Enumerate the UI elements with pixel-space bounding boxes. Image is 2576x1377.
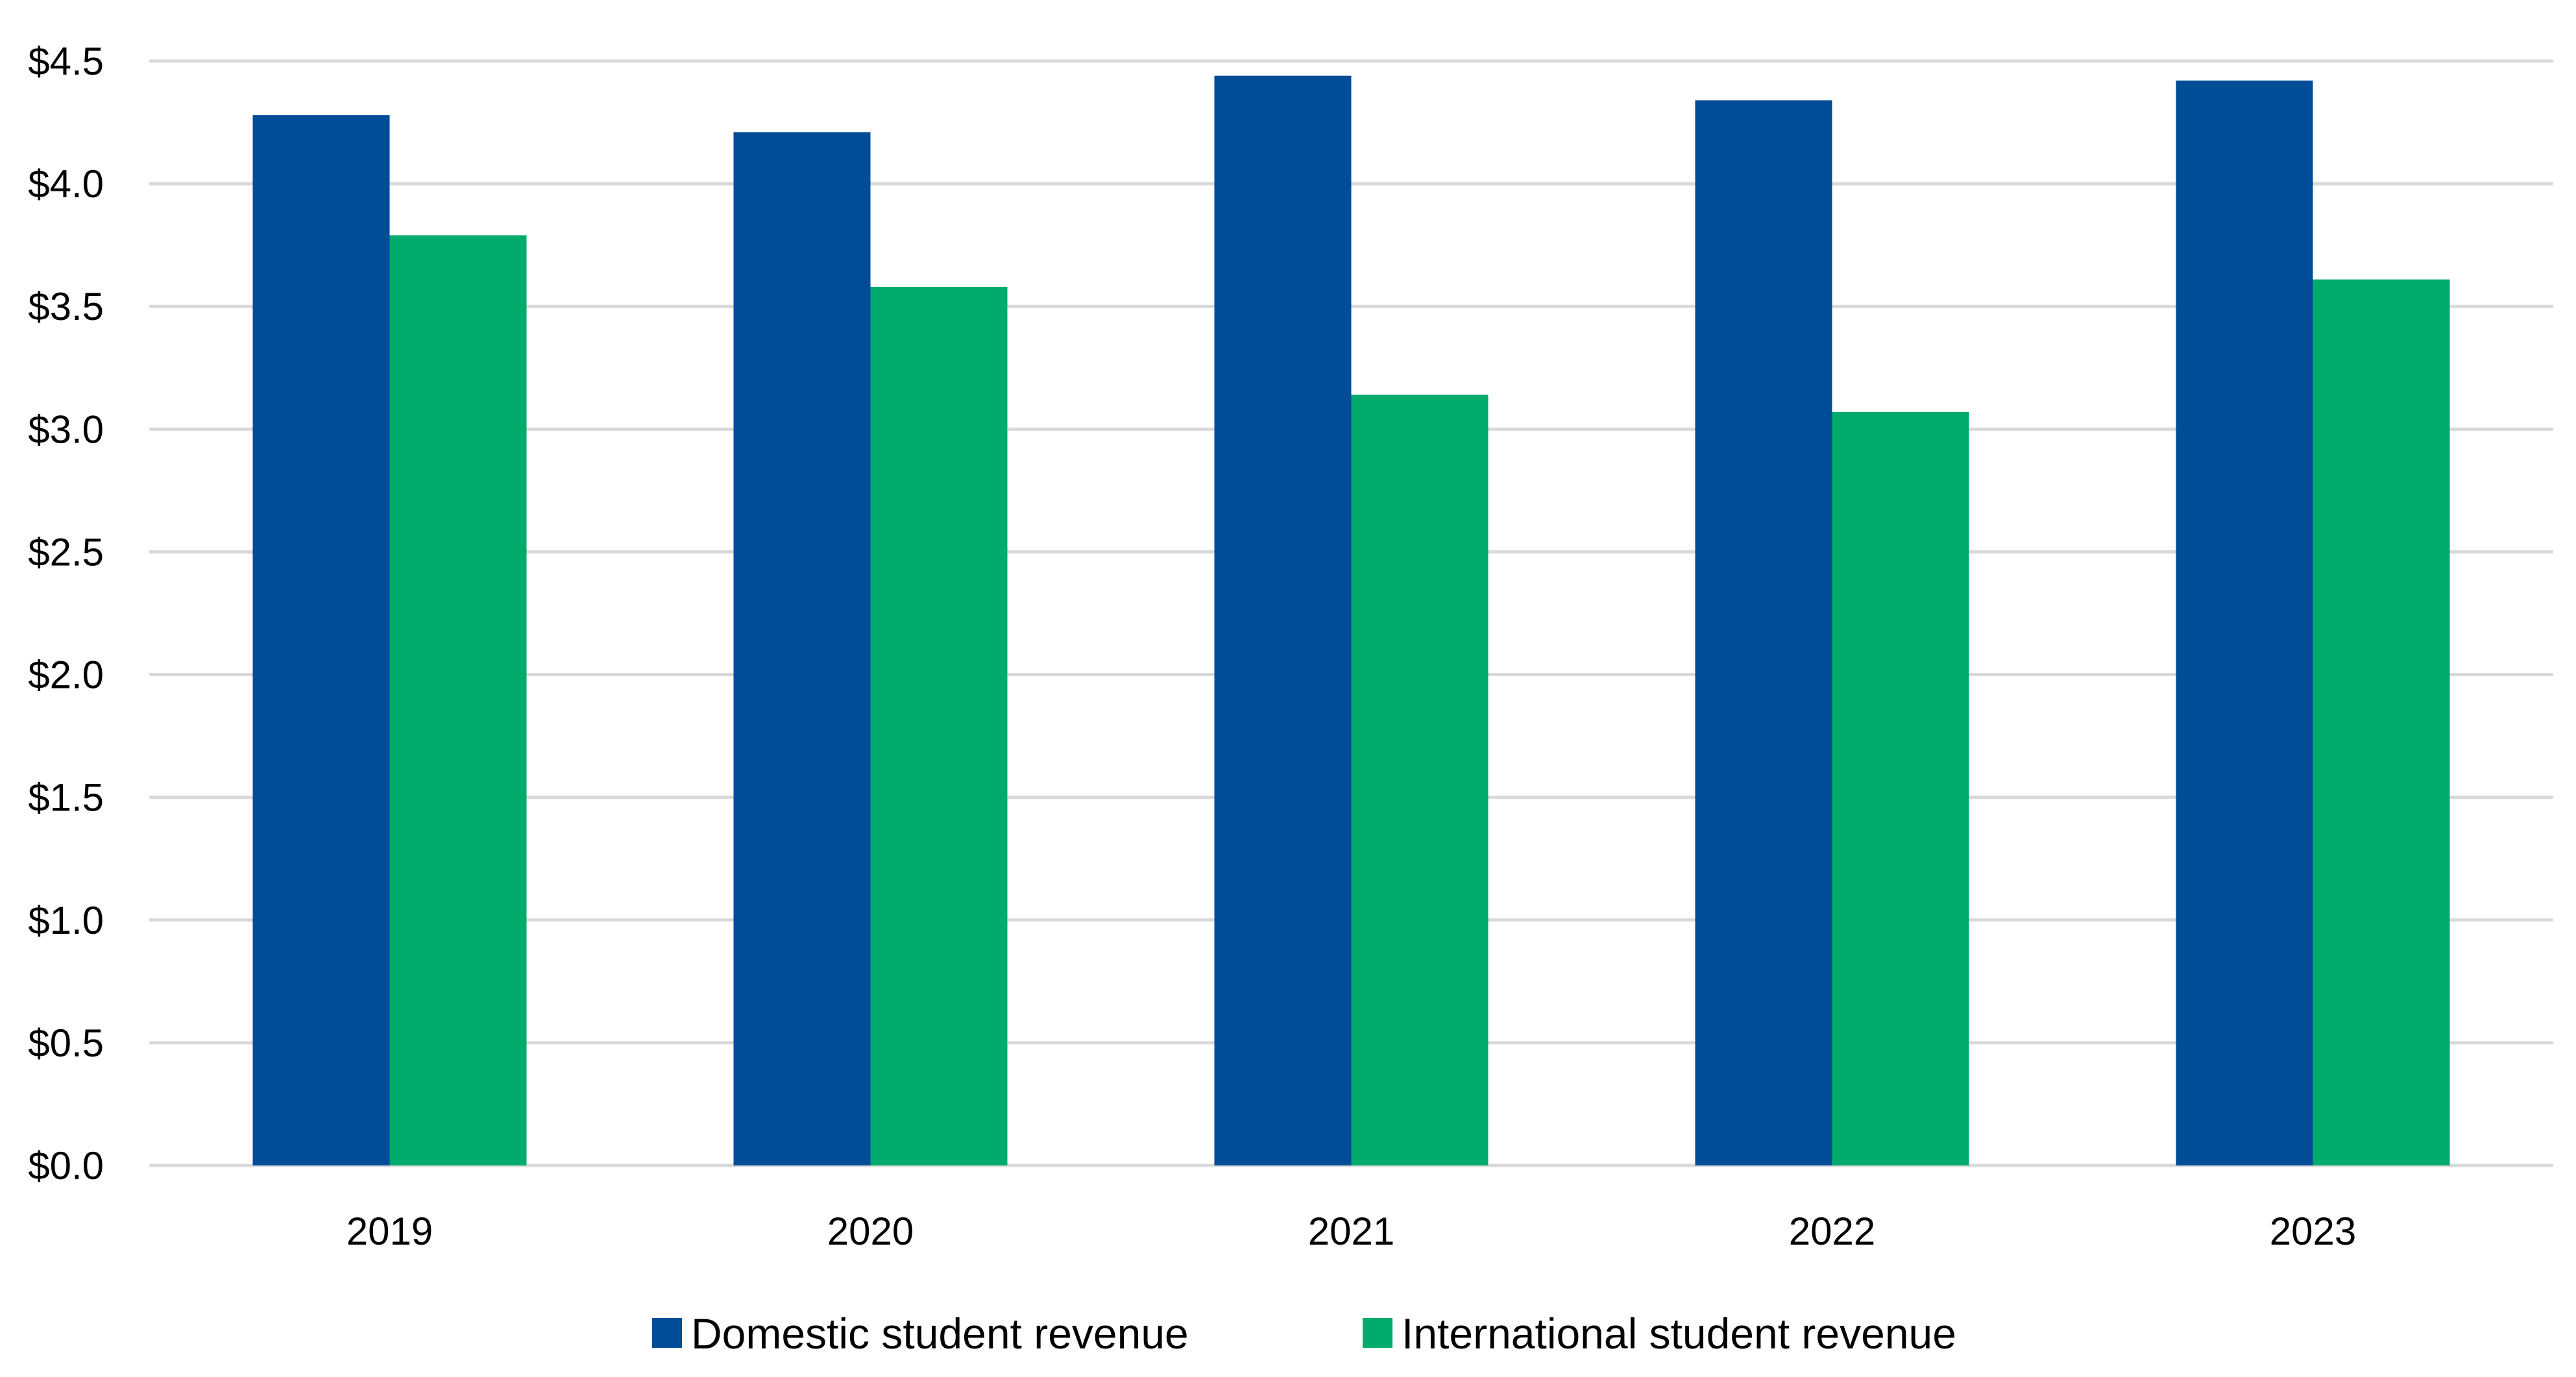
y-tick-label: $0.0 xyxy=(28,1144,104,1188)
y-tick-label: $1.0 xyxy=(28,899,104,942)
bar-domestic-2020 xyxy=(733,132,871,1165)
x-tick-label: 2021 xyxy=(1308,1210,1394,1253)
bar-domestic-2021 xyxy=(1214,75,1352,1165)
legend-label: Domestic student revenue xyxy=(691,1310,1189,1358)
x-tick-label: 2023 xyxy=(2270,1210,2356,1253)
legend-swatch xyxy=(652,1318,682,1348)
y-tick-label: $0.5 xyxy=(28,1021,104,1065)
y-tick-label: $1.5 xyxy=(28,776,104,820)
x-tick-label: 2019 xyxy=(346,1210,433,1253)
bar-international-2019 xyxy=(389,235,527,1165)
y-tick-label: $2.0 xyxy=(28,653,104,697)
bar-domestic-2019 xyxy=(252,115,390,1166)
x-axis-tick-labels: 2019 2020 2021 2022 2023 xyxy=(346,1210,2356,1253)
bar-international-2023 xyxy=(2313,279,2450,1165)
bar-international-2021 xyxy=(1351,395,1488,1165)
bar-domestic-2023 xyxy=(2176,80,2313,1165)
y-tick-label: $4.5 xyxy=(28,40,104,83)
bar-domestic-2022 xyxy=(1695,100,1832,1166)
y-axis-tick-labels: $0.0 $0.5 $1.0 $1.5 $2.0 $2.5 $3.0 $3.5 $4.0 $4.5 xyxy=(28,40,104,1188)
legend-item-international: International student revenue xyxy=(1363,1310,1956,1358)
legend: Domestic student revenue International st… xyxy=(652,1310,1956,1358)
y-tick-label: $3.5 xyxy=(28,285,104,328)
y-tick-label: $4.0 xyxy=(28,162,104,206)
x-tick-label: 2020 xyxy=(827,1210,914,1253)
y-tick-label: $3.0 xyxy=(28,408,104,451)
legend-swatch xyxy=(1363,1318,1392,1348)
legend-item-domestic: Domestic student revenue xyxy=(652,1310,1189,1358)
bar-international-2020 xyxy=(870,286,1008,1165)
bars xyxy=(252,75,2450,1166)
y-tick-label: $2.5 xyxy=(28,530,104,574)
legend-label: International student revenue xyxy=(1402,1310,1956,1358)
x-tick-label: 2022 xyxy=(1789,1210,1875,1253)
bar-international-2022 xyxy=(1832,411,1969,1165)
